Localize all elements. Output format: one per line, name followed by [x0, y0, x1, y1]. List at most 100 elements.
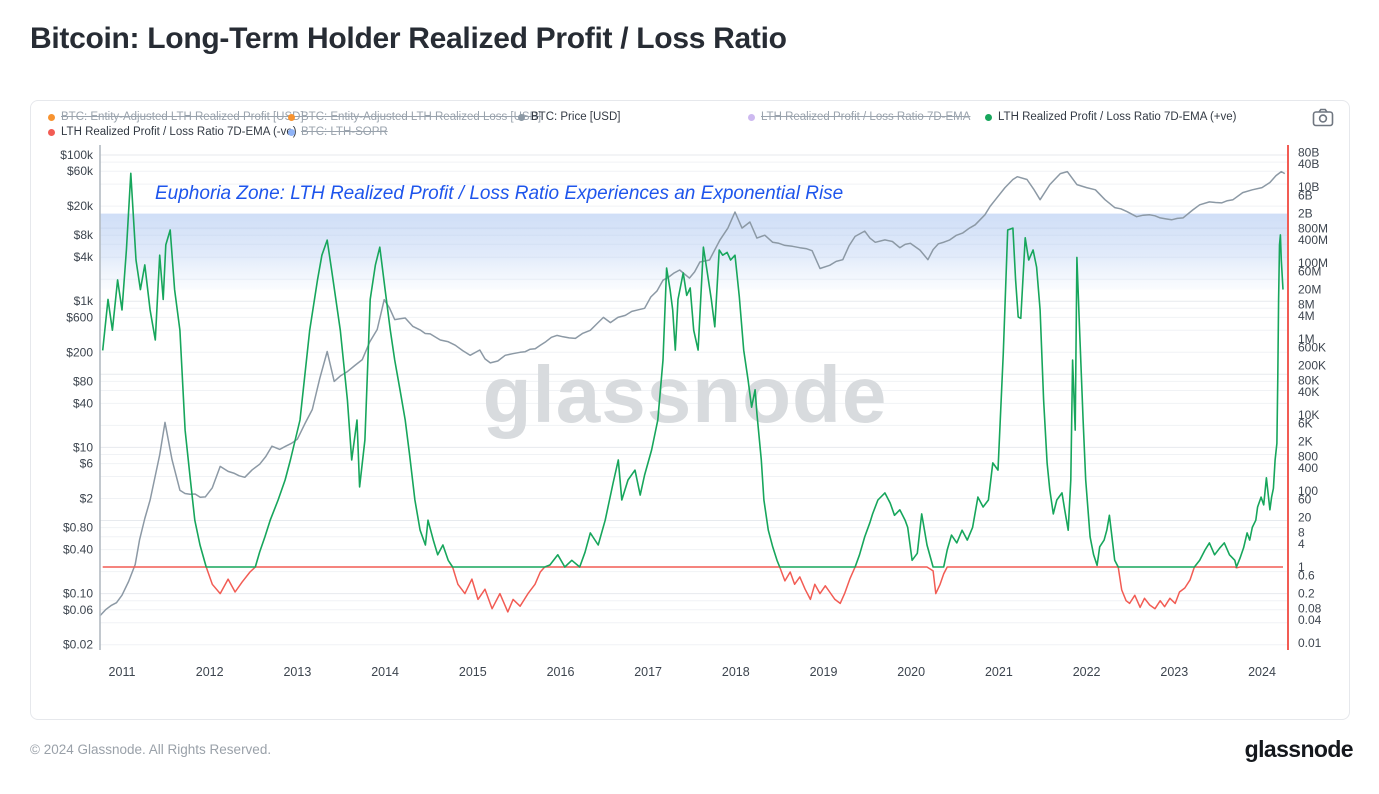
right-axis-tick: 800M — [1298, 222, 1328, 236]
camera-icon — [1312, 108, 1334, 127]
right-axis-tick: 200K — [1298, 359, 1326, 373]
x-axis-tick: 2018 — [722, 665, 750, 679]
export-chart-button[interactable] — [1308, 105, 1338, 131]
x-axis-tick: 2014 — [371, 665, 399, 679]
right-axis-ticks: 80B40B10B6B2B800M400M100M60M20M8M4M1M600… — [1298, 146, 1328, 650]
glassnode-logo: glassnode — [1244, 736, 1354, 762]
right-axis-tick: 100 — [1298, 484, 1318, 498]
lth-ratio-ema-positive-dot — [985, 113, 992, 121]
left-axis-tick: $0.10 — [63, 587, 93, 601]
left-axis-tick: $40 — [73, 396, 93, 410]
legend-item-lth-realized-profit[interactable]: BTC: Entity-Adjusted LTH Realized Profit… — [48, 110, 304, 124]
left-axis-tick: $10 — [73, 440, 93, 454]
legend-item-lth-realized-loss[interactable]: BTC: Entity-Adjusted LTH Realized Loss [… — [288, 110, 541, 124]
legend-item-label: BTC: Entity-Adjusted LTH Realized Loss [… — [301, 111, 542, 123]
left-axis-tick: $80 — [73, 374, 93, 388]
left-axis-tick: $4k — [74, 250, 94, 264]
right-axis-tick: 40K — [1298, 385, 1319, 399]
right-axis-tick: 400 — [1298, 461, 1318, 475]
x-axis-tick: 2015 — [459, 665, 487, 679]
page-title: Bitcoin: Long-Term Holder Realized Profi… — [30, 22, 787, 55]
legend-item-label: LTH Realized Profit / Loss Ratio 7D-EMA … — [998, 111, 1237, 123]
legend-item-btc-price[interactable]: BTC: Price [USD] — [518, 110, 620, 124]
right-axis-tick: 8M — [1298, 298, 1315, 312]
ratio-positive-line — [101, 172, 1284, 568]
right-axis-tick: 0.04 — [1298, 613, 1322, 627]
right-axis-tick: 40B — [1298, 157, 1319, 171]
right-axis-tick: 400M — [1298, 233, 1328, 247]
right-axis-tick: 4 — [1298, 537, 1305, 551]
right-axis-tick: 0.08 — [1298, 602, 1322, 616]
x-axis-tick: 2017 — [634, 665, 662, 679]
legend-item-label: BTC: Price [USD] — [531, 111, 621, 123]
right-axis-tick: 100M — [1298, 256, 1328, 270]
x-axis-tick: 2022 — [1073, 665, 1101, 679]
left-axis-tick: $1k — [74, 294, 94, 308]
legend-item-lth-ratio-ema-positive[interactable]: LTH Realized Profit / Loss Ratio 7D-EMA … — [985, 110, 1237, 124]
x-axis-tick: 2016 — [547, 665, 575, 679]
legend-item-label: LTH Realized Profit / Loss Ratio 7D-EMA … — [61, 126, 297, 138]
right-axis-tick: 600K — [1298, 340, 1326, 354]
right-axis-tick: 0.6 — [1298, 568, 1315, 582]
btc-lth-sopr-dot — [288, 128, 295, 136]
right-axis-tick: 6K — [1298, 416, 1313, 430]
left-axis-tick: $0.80 — [63, 521, 93, 535]
euphoria-annotation: Euphoria Zone: LTH Realized Profit / Los… — [155, 183, 844, 204]
legend-item-lth-ratio-ema[interactable]: LTH Realized Profit / Loss Ratio 7D-EMA — [748, 110, 970, 124]
left-axis-tick: $6 — [80, 457, 94, 471]
ratio-negative-line — [102, 566, 1283, 613]
left-axis-tick: $20k — [67, 199, 94, 213]
right-axis-tick: 60 — [1298, 492, 1312, 506]
left-axis-tick: $60k — [67, 164, 94, 178]
lth-ratio-ema-negative-dot — [48, 128, 55, 136]
legend-item-lth-ratio-ema-negative[interactable]: LTH Realized Profit / Loss Ratio 7D-EMA … — [48, 125, 297, 139]
left-axis-tick: $2 — [80, 492, 94, 506]
x-axis-tick: 2011 — [109, 665, 136, 679]
right-axis-tick: 8 — [1298, 526, 1305, 540]
series-lines — [99, 170, 1286, 617]
right-axis-tick: 2K — [1298, 435, 1313, 449]
left-axis-tick: $600 — [66, 310, 93, 324]
right-axis-tick: 80K — [1298, 374, 1319, 388]
x-axis-tick: 2012 — [196, 665, 224, 679]
right-axis-tick: 2B — [1298, 207, 1313, 221]
right-axis-tick: 10K — [1298, 408, 1319, 422]
right-axis-tick: 0.01 — [1298, 636, 1322, 650]
left-axis-tick: $0.02 — [63, 638, 93, 652]
right-axis-tick: 10B — [1298, 180, 1319, 194]
right-axis-tick: 1 — [1298, 560, 1305, 574]
right-axis-tick: 0.2 — [1298, 587, 1315, 601]
right-axis-tick: 800 — [1298, 450, 1318, 464]
x-axis-tick: 2020 — [897, 665, 925, 679]
x-axis-tick: 2021 — [985, 665, 1013, 679]
btc-price-dot — [518, 113, 525, 121]
right-axis-tick: 80B — [1298, 146, 1319, 160]
right-axis-tick: 4M — [1298, 309, 1315, 323]
x-axis-tick: 2024 — [1248, 665, 1276, 679]
right-axis-tick: 6B — [1298, 188, 1313, 202]
lth-realized-loss-dot — [288, 113, 295, 121]
left-axis-tick: $0.40 — [63, 543, 93, 557]
left-axis-ticks: $100k $60k $20k $8k $4k $1k $600 $200 $80 $40 $10 $… — [60, 148, 94, 652]
right-axis-tick: 20M — [1298, 283, 1321, 297]
lth-realized-profit-dot — [48, 113, 55, 121]
left-axis-tick: $100k — [60, 148, 94, 162]
x-axis-tick: 2013 — [283, 665, 311, 679]
x-axis-tick: 2019 — [810, 665, 838, 679]
x-axis-ticks: 2011 2012 2013 2014 2015 2016 2017 2018 2019 2020… — [109, 665, 1276, 679]
x-axis-tick: 2023 — [1160, 665, 1188, 679]
copyright: © 2024 Glassnode. All Rights Reserved. — [30, 742, 272, 757]
glassnode-watermark: glassnode — [483, 350, 888, 439]
right-axis-tick: 1M — [1298, 332, 1315, 346]
legend-item-label: BTC: LTH-SOPR — [301, 126, 388, 138]
legend-item-label: BTC: Entity-Adjusted LTH Realized Profit… — [61, 111, 304, 123]
euphoria-zone-band — [100, 213, 1288, 290]
legend-item-label: LTH Realized Profit / Loss Ratio 7D-EMA — [761, 111, 971, 123]
lth-ratio-ema-dot — [748, 113, 755, 121]
right-axis-tick: 60M — [1298, 264, 1321, 278]
left-axis-tick: $8k — [74, 228, 94, 242]
legend-item-btc-lth-sopr[interactable]: BTC: LTH-SOPR — [288, 125, 388, 139]
right-axis-tick: 20 — [1298, 511, 1312, 525]
